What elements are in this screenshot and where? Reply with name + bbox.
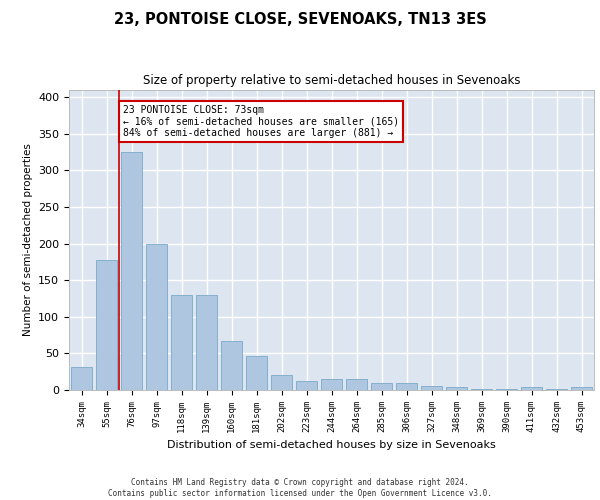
Bar — [196, 295, 217, 390]
X-axis label: Distribution of semi-detached houses by size in Sevenoaks: Distribution of semi-detached houses by … — [167, 440, 496, 450]
Bar — [121, 152, 142, 390]
Text: 23, PONTOISE CLOSE, SEVENOAKS, TN13 3ES: 23, PONTOISE CLOSE, SEVENOAKS, TN13 3ES — [113, 12, 487, 28]
Bar — [421, 386, 442, 390]
Bar — [321, 379, 342, 390]
Bar — [446, 387, 467, 390]
Text: 23 PONTOISE CLOSE: 73sqm
← 16% of semi-detached houses are smaller (165)
84% of : 23 PONTOISE CLOSE: 73sqm ← 16% of semi-d… — [123, 104, 399, 138]
Bar — [396, 384, 417, 390]
Bar — [571, 387, 592, 390]
Bar — [71, 366, 92, 390]
Bar — [146, 244, 167, 390]
Bar — [521, 387, 542, 390]
Bar — [271, 376, 292, 390]
Bar — [96, 260, 117, 390]
Bar — [221, 341, 242, 390]
Bar — [296, 381, 317, 390]
Bar — [371, 384, 392, 390]
Title: Size of property relative to semi-detached houses in Sevenoaks: Size of property relative to semi-detach… — [143, 74, 520, 88]
Bar — [346, 379, 367, 390]
Bar — [171, 295, 192, 390]
Y-axis label: Number of semi-detached properties: Number of semi-detached properties — [23, 144, 32, 336]
Bar — [246, 356, 267, 390]
Text: Contains HM Land Registry data © Crown copyright and database right 2024.
Contai: Contains HM Land Registry data © Crown c… — [108, 478, 492, 498]
